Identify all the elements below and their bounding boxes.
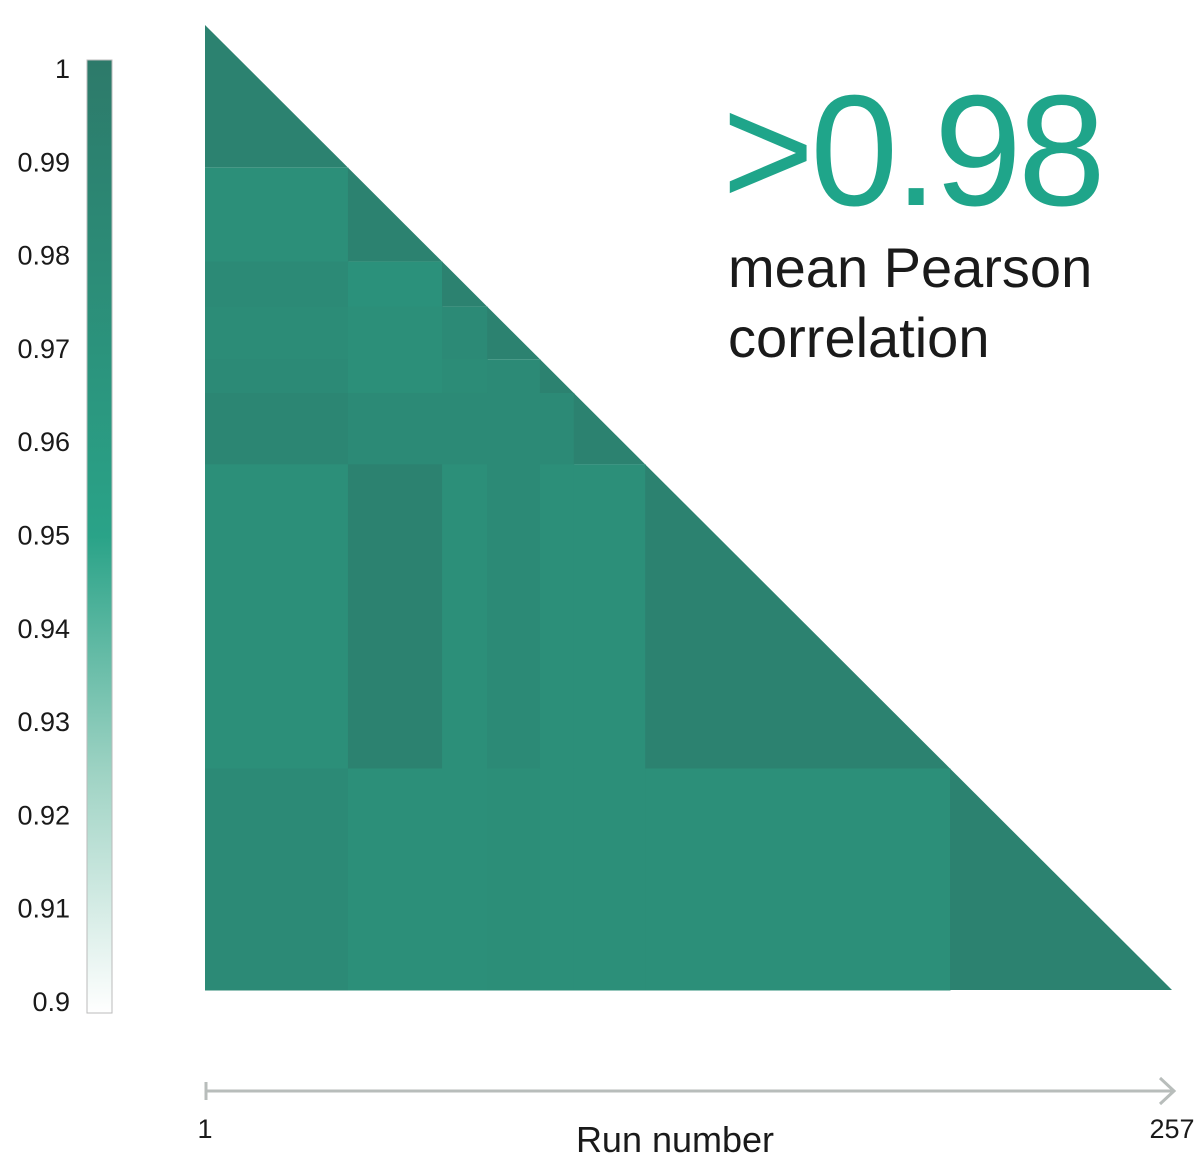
x-tick-end: 257 xyxy=(1149,1114,1194,1144)
heatmap-block-4-1 xyxy=(347,359,443,394)
x-tick-start: 1 xyxy=(197,1114,212,1144)
headline-value: >0.98 xyxy=(722,63,1106,239)
colorbar-tick-label: 0.93 xyxy=(17,707,70,737)
heatmap-block-6-6 xyxy=(645,464,951,769)
heatmap-block-2-1 xyxy=(347,261,443,308)
colorbar-tick-label: 0.96 xyxy=(17,427,70,457)
colorbar-tick-label: 0.94 xyxy=(17,614,70,644)
heatmap-block-3-1 xyxy=(347,306,443,360)
heatmap-block-3-3 xyxy=(487,306,540,360)
heatmap-block-4-3 xyxy=(487,359,541,394)
heatmap-block-5-1 xyxy=(347,392,443,465)
heatmap-block-2-0 xyxy=(205,261,349,308)
heatmap-block-7-0 xyxy=(205,768,349,991)
colorbar-ticks: 1 0.99 0.98 0.97 0.96 0.95 0.94 0.93 0.92 0.91 0.9 xyxy=(17,54,70,1017)
heatmap-block-7-3 xyxy=(487,768,541,991)
heatmap-block-6-4 xyxy=(539,464,575,769)
heatmap-block-6-0 xyxy=(205,464,349,769)
colorbar-tick-label: 0.95 xyxy=(17,521,70,551)
colorbar-tick-label: 0.92 xyxy=(17,800,70,830)
x-axis-label: Run number xyxy=(576,1119,774,1156)
heatmap-block-5-3 xyxy=(487,392,541,465)
heatmap-block-7-4 xyxy=(539,768,575,991)
heatmap-block-4-2 xyxy=(442,359,488,394)
colorbar-tick-label: 0.91 xyxy=(17,894,70,924)
heatmap-block-7-1 xyxy=(347,768,443,991)
colorbar-tick-label: 0.97 xyxy=(17,334,70,364)
colorbar-tick-label: 0.99 xyxy=(17,147,70,177)
heatmap-block-6-5 xyxy=(573,464,646,769)
heatmap-block-6-2 xyxy=(442,464,488,769)
heatmap-block-3-2 xyxy=(442,306,488,360)
colorbar-tick-label: 0.9 xyxy=(32,987,70,1017)
heatmap-block-7-5 xyxy=(573,768,646,991)
heatmap-block-1-1 xyxy=(347,167,443,262)
colorbar xyxy=(86,59,113,1014)
headline-line2: correlation xyxy=(728,306,990,369)
heatmap-block-6-3 xyxy=(487,464,541,769)
heatmap-block-7-7 xyxy=(950,768,1172,990)
heatmap-block-6-1 xyxy=(347,464,443,769)
heatmap-block-7-2 xyxy=(442,768,488,991)
heatmap-block-5-2 xyxy=(442,392,488,465)
heatmap-block-2-2 xyxy=(442,261,488,307)
colorbar-tick-label: 0.98 xyxy=(17,241,70,271)
x-axis-arrow xyxy=(204,1076,1177,1106)
heatmap-block-5-5 xyxy=(573,392,646,465)
heatmap-block-3-0 xyxy=(205,306,349,360)
heatmap-block-5-0 xyxy=(205,392,349,465)
heatmap-block-0-0 xyxy=(205,25,348,168)
colorbar-tick-label: 1 xyxy=(55,54,70,84)
heatmap-cells xyxy=(205,25,1172,991)
heatmap-block-1-0 xyxy=(205,167,349,263)
heatmap-block-5-4 xyxy=(539,392,575,465)
heatmap-block-4-4 xyxy=(539,359,574,393)
heatmap-block-4-0 xyxy=(205,359,349,394)
headline-line1: mean Pearson xyxy=(728,236,1093,299)
heatmap-block-7-6 xyxy=(645,768,951,991)
